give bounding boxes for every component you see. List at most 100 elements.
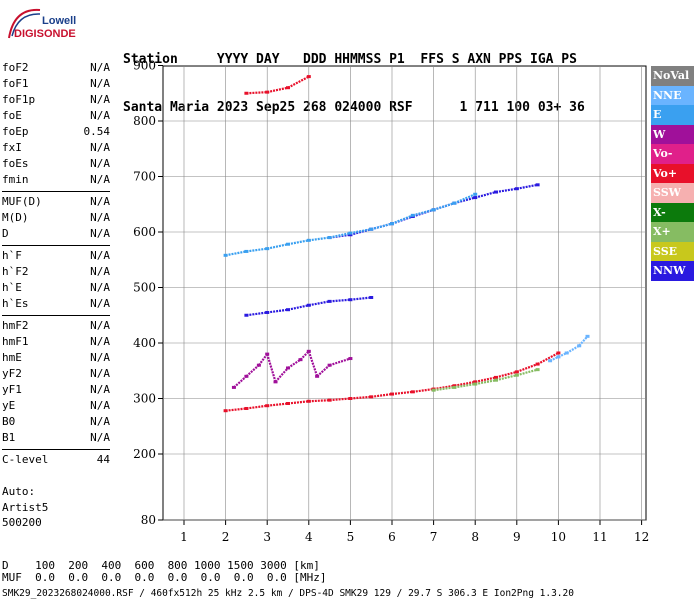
x-tick-label: 5	[347, 530, 355, 544]
series-5	[431, 368, 540, 392]
param-value: N/A	[90, 109, 110, 122]
param-row-14: h`Es N/A	[2, 296, 110, 312]
param-row-22: B1 N/A	[2, 430, 110, 446]
trace-segment	[433, 384, 455, 391]
trace-segment	[233, 375, 248, 389]
trace-segment	[329, 397, 351, 402]
param-value: N/A	[90, 61, 110, 74]
param-row-16: hmF1 N/A	[2, 334, 110, 350]
param-row-19: yF1 N/A	[2, 382, 110, 398]
trace-segment	[287, 358, 302, 369]
legend-item-6: SSW	[651, 183, 694, 203]
param-value: N/A	[90, 157, 110, 170]
param-name: foEp	[2, 125, 29, 138]
param-name: foF1	[2, 77, 29, 90]
trace-segment	[225, 407, 247, 412]
trace-segment	[453, 193, 476, 205]
trace-segment	[350, 395, 372, 400]
trace-segment	[474, 190, 497, 199]
param-row-2: foF1p N/A	[2, 92, 110, 108]
trace-segment	[287, 304, 310, 311]
data-point	[585, 334, 590, 338]
param-name: C-level	[2, 453, 49, 466]
param-row-12: h`F2 N/A	[2, 264, 110, 280]
data-point	[348, 357, 353, 361]
legend-item-10: NNW	[651, 261, 694, 281]
x-tick-label: 11	[592, 530, 607, 544]
param-value: N/A	[90, 281, 110, 294]
param-value: N/A	[90, 93, 110, 106]
x-tick-label: 10	[551, 530, 566, 544]
param-row-3: foE N/A	[2, 108, 110, 124]
param-name: D	[2, 227, 9, 240]
legend-item-8: X+	[651, 222, 694, 242]
data-point	[306, 75, 311, 79]
logo-arc-icon: Lowell DIGISONDE	[8, 8, 76, 40]
logo-line1: Lowell	[42, 15, 76, 27]
param-row-6: foEs N/A	[2, 156, 110, 172]
param-row-1: foF1 N/A	[2, 76, 110, 92]
trace-segment	[350, 296, 372, 301]
y-tick-label: 800	[133, 114, 156, 128]
param-row-9: M(D) N/A	[2, 210, 110, 226]
trace-segment	[287, 239, 310, 246]
trace-segment	[308, 300, 330, 307]
trace-segment	[287, 400, 309, 405]
series-0	[223, 351, 561, 413]
param-separator	[2, 449, 110, 450]
chart-marks	[223, 75, 590, 413]
x-tick-label: 1	[180, 530, 188, 544]
x-tick-label: 8	[471, 530, 479, 544]
trace-segment	[495, 374, 518, 382]
series-2	[244, 295, 374, 317]
data-point	[535, 183, 540, 187]
legend-item-3: W	[651, 124, 694, 144]
param-value: N/A	[90, 335, 110, 348]
param-value: N/A	[90, 297, 110, 310]
param-value: N/A	[90, 195, 110, 208]
x-tick-label: 2	[222, 530, 230, 544]
trace-segment	[537, 352, 559, 366]
legend: NoVal NNE E W Vo- Vo+ SSW X- X+ SSE NNW	[651, 66, 694, 281]
param-row-0: foF2 N/A	[2, 60, 110, 76]
param-value: 44	[96, 453, 110, 466]
param-name: hmF2	[2, 319, 29, 332]
trace-segment	[245, 364, 260, 378]
param-name: B1	[2, 431, 16, 444]
data-point	[473, 192, 478, 196]
param-row-4: foEp 0.54	[2, 124, 110, 140]
series-6	[244, 75, 311, 95]
param-name: hmE	[2, 351, 22, 364]
param-name: fmin	[2, 173, 29, 186]
param-value: N/A	[90, 77, 110, 90]
parameter-panel: foF2 N/A foF1 N/A foF1p N/A foE N/A foEp 0.54 fxI N…	[2, 60, 110, 468]
param-row-17: hmE N/A	[2, 350, 110, 366]
trace-segment	[433, 202, 455, 211]
data-point	[556, 351, 561, 355]
param-separator	[2, 315, 110, 316]
param-row-23: C-level 44	[2, 452, 110, 468]
param-name: M(D)	[2, 211, 29, 224]
x-axis-ticks: 1 2 3 4 5 6 7 8 9 10 11 12	[180, 530, 649, 544]
trace-segment	[370, 222, 393, 231]
header-values: Santa Maria 2023 Sep25 268 024000 RSF 1 …	[123, 100, 585, 115]
plot-frame	[162, 65, 647, 521]
auto-scaling-info: Auto: Artist5 500200	[2, 484, 48, 531]
param-value: N/A	[90, 383, 110, 396]
trace-segment	[316, 364, 331, 378]
param-name: foF2	[2, 61, 29, 74]
trace-segment	[266, 243, 289, 250]
trace-segment	[474, 376, 497, 383]
param-value: N/A	[90, 265, 110, 278]
param-row-21: B0 N/A	[2, 414, 110, 430]
trace-segment	[246, 91, 268, 95]
header-labels: Station YYYY DAY DDD HHMMSS P1 FFS S AXN…	[123, 52, 577, 67]
chart-grid	[158, 65, 647, 525]
lowell-digisonde-logo: Lowell DIGISONDE	[4, 4, 104, 44]
param-name: h`F	[2, 249, 22, 262]
header-block: Station YYYY DAY DDD HHMMSS P1 FFS S AXN…	[123, 20, 585, 132]
param-row-8: MUF(D) N/A	[2, 194, 110, 210]
param-name: yE	[2, 399, 16, 412]
trace-segment	[329, 298, 351, 303]
data-point	[369, 295, 374, 299]
